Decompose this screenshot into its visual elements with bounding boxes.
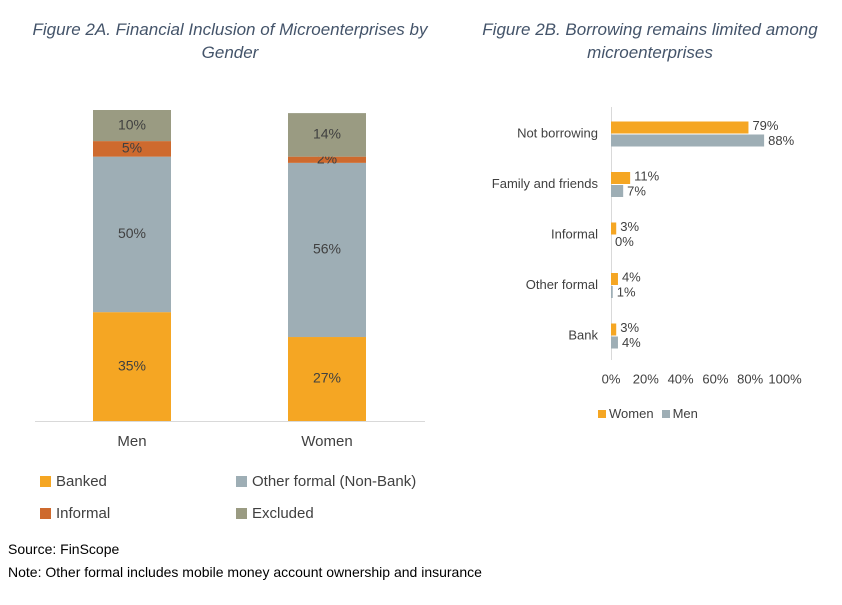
legend-label-informal: Informal — [56, 505, 111, 522]
legend-swatch-informal — [40, 508, 51, 519]
x-tick-1: 20% — [633, 371, 659, 386]
data-label-informal-men: 0% — [615, 234, 634, 249]
data-label-informal-women: 3% — [620, 219, 639, 234]
data-label-not-borrowing-women: 79% — [752, 118, 778, 133]
bar-men-excluded — [93, 110, 171, 142]
legend-label-banked: Banked — [56, 473, 107, 490]
x-tick-women: Women — [301, 433, 352, 450]
legend-label-women: Women — [609, 406, 654, 421]
data-label-men-1: 50% — [118, 225, 146, 241]
x-tick-0: 0% — [602, 371, 621, 386]
bar-other-formal-women — [611, 273, 618, 285]
source-text: Source: FinScope — [8, 541, 120, 557]
bar-not-borrowing-women — [611, 121, 749, 134]
legend-item-women: Women — [598, 406, 654, 421]
legend-label-excluded: Excluded — [252, 505, 314, 522]
data-label-bank-women: 3% — [620, 320, 639, 335]
data-label-other-formal-women: 4% — [622, 269, 641, 284]
legend-item-informal: Informal — [40, 505, 110, 522]
y-tick-informal: Informal — [551, 226, 598, 241]
legend-swatch-other-formal — [236, 476, 247, 487]
legend-swatch-banked — [40, 476, 51, 487]
figure-2a-title: Figure 2A. Financial Inclusion of Microe… — [32, 20, 428, 62]
data-label-women-0: 27% — [313, 370, 341, 386]
data-label-family-and-friends-men: 7% — [627, 183, 646, 198]
bar-women-excluded — [288, 113, 366, 157]
bar-men-other-formal-non-bank — [93, 156, 171, 313]
y-tick-family-and-friends: Family and friends — [492, 176, 599, 191]
x-tick-5: 100% — [768, 371, 802, 386]
figure-2b-title: Figure 2B. Borrowing remains limited amo… — [482, 20, 818, 62]
legend-label-men: Men — [672, 406, 698, 421]
data-label-men-0: 35% — [118, 357, 146, 373]
note-text: Note: Other formal includes mobile money… — [8, 564, 482, 580]
x-tick-3: 60% — [702, 371, 728, 386]
x-tick-4: 80% — [737, 371, 763, 386]
legend-item-banked: Banked — [40, 473, 107, 490]
y-tick-not-borrowing: Not borrowing — [517, 125, 598, 140]
legend-label-other-formal: Other formal (Non-Bank) — [252, 473, 417, 490]
bar-family-and-friends-women — [611, 172, 631, 184]
bar-women-banked — [288, 337, 366, 421]
bar-women-informal — [288, 156, 366, 163]
legend-item-men: Men — [661, 406, 698, 421]
data-label-men-2: 5% — [122, 140, 142, 156]
legend-swatch-men — [661, 409, 670, 418]
bar-not-borrowing-men — [611, 134, 765, 147]
bar-men-banked — [93, 312, 171, 421]
bar-family-and-friends-men — [611, 185, 624, 197]
data-label-not-borrowing-men: 88% — [768, 133, 794, 148]
bar-bank-men — [611, 336, 618, 349]
bar-men-informal — [93, 141, 171, 157]
data-label-men-3: 10% — [118, 116, 146, 132]
legend-item-excluded: Excluded — [236, 505, 314, 522]
data-label-family-and-friends-women: 11% — [634, 168, 659, 183]
x-tick-2: 40% — [668, 371, 694, 386]
y-tick-bank: Bank — [568, 327, 598, 342]
bar-women-other-formal-non-bank — [288, 162, 366, 338]
data-label-women-1: 56% — [313, 241, 341, 257]
bar-other-formal-men — [611, 286, 613, 298]
bar-informal-women — [611, 222, 617, 235]
legend-swatch-women — [598, 409, 606, 418]
legend-2b: Women Men — [598, 406, 706, 421]
data-label-other-formal-men: 1% — [617, 284, 636, 299]
data-label-bank-men: 4% — [622, 335, 641, 350]
x-tick-men: Men — [117, 433, 146, 450]
data-label-women-3: 14% — [313, 126, 341, 142]
bar-bank-women — [611, 323, 617, 336]
legend-swatch-excluded — [236, 508, 247, 519]
legend-item-other-formal: Other formal (Non-Bank) — [236, 473, 416, 490]
y-tick-other-formal: Other formal — [526, 277, 598, 292]
